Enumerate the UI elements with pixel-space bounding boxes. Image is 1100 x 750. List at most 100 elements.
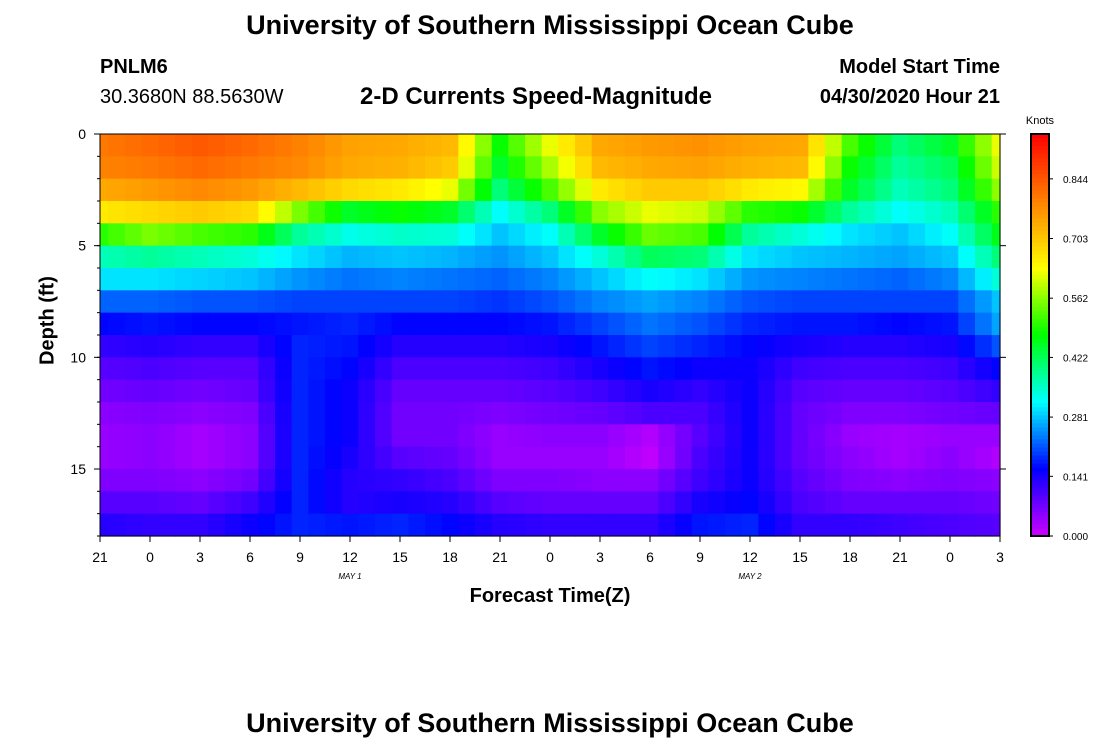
heatmap-cell xyxy=(608,268,626,291)
heatmap-cell xyxy=(841,446,859,470)
colorbar-swatch xyxy=(1031,419,1049,425)
colorbar-swatch xyxy=(1031,310,1049,316)
heatmap-cell xyxy=(375,402,393,425)
heatmap-cell xyxy=(541,402,559,425)
heatmap-cell xyxy=(925,134,943,157)
heatmap-cell xyxy=(708,245,726,269)
heatmap-cell xyxy=(458,491,476,515)
heatmap-cell xyxy=(508,379,526,403)
heatmap-cell xyxy=(175,402,193,425)
heatmap-cell xyxy=(675,357,693,381)
heatmap-cell xyxy=(608,402,626,425)
heatmap-cell xyxy=(725,268,743,291)
heatmap-cell xyxy=(208,290,226,314)
heatmap-cell xyxy=(658,446,676,470)
heatmap-cell xyxy=(208,312,226,336)
heatmap-cell xyxy=(691,268,709,291)
heatmap-cell xyxy=(558,402,576,425)
heatmap-cell xyxy=(341,290,359,314)
heatmap-cell xyxy=(408,379,426,403)
heatmap-cell xyxy=(408,178,426,202)
heatmap-cell xyxy=(141,469,159,492)
heatmap-cell xyxy=(358,201,376,224)
heatmap-cell xyxy=(225,424,243,448)
heatmap-cell xyxy=(908,335,926,358)
heatmap-cell xyxy=(125,491,143,515)
heatmap-cell xyxy=(541,424,559,448)
heatmap-cell xyxy=(475,379,493,403)
heatmap-cell xyxy=(275,156,293,180)
heatmap-cell xyxy=(241,178,259,202)
heatmap-cell xyxy=(108,357,126,381)
heatmap-cell xyxy=(641,379,659,403)
heatmap-cell xyxy=(825,290,843,314)
heatmap-cell xyxy=(175,469,193,492)
heatmap-cell xyxy=(325,357,343,381)
x-tick-label: 15 xyxy=(392,549,408,565)
heatmap-cell xyxy=(775,223,793,247)
heatmap-cell xyxy=(858,491,876,515)
heatmap-cell xyxy=(775,357,793,381)
heatmap-cell xyxy=(375,201,393,224)
heatmap-cell xyxy=(658,424,676,448)
heatmap-cell xyxy=(158,178,176,202)
heatmap-cell xyxy=(858,469,876,492)
heatmap-cell xyxy=(258,201,276,224)
heatmap-cell xyxy=(708,513,726,537)
heatmap-cell xyxy=(808,290,826,314)
heatmap-cell xyxy=(391,245,409,269)
heatmap-cell xyxy=(641,402,659,425)
heatmap-cell xyxy=(775,335,793,358)
heatmap-cell xyxy=(575,290,593,314)
colorbar-swatch xyxy=(1031,278,1049,284)
heatmap-cell xyxy=(908,379,926,403)
heatmap-cell xyxy=(308,357,326,381)
heatmap-cell xyxy=(425,134,443,157)
heatmap-cell xyxy=(408,424,426,448)
heatmap-cell xyxy=(725,335,743,358)
heatmap-cell xyxy=(241,134,259,157)
heatmap-cell xyxy=(775,156,793,180)
heatmap-cell xyxy=(558,223,576,247)
heatmap-cell xyxy=(308,156,326,180)
heatmap-cell xyxy=(991,134,1001,157)
heatmap-cell xyxy=(725,245,743,269)
heatmap-cell xyxy=(991,312,1001,336)
heatmap-cell xyxy=(925,178,943,202)
heatmap-cell xyxy=(475,201,493,224)
heatmap-cell xyxy=(558,201,576,224)
heatmap-cell xyxy=(325,402,343,425)
heatmap-cell xyxy=(358,156,376,180)
heatmap-cell xyxy=(508,491,526,515)
heatmap-cell xyxy=(241,156,259,180)
colorbar-swatch xyxy=(1031,435,1049,441)
heatmap-cell xyxy=(108,424,126,448)
heatmap-cell xyxy=(458,424,476,448)
heatmap-cell xyxy=(758,201,776,224)
heatmap-cell xyxy=(225,491,243,515)
heatmap-cell xyxy=(925,268,943,291)
heatmap-cell xyxy=(775,379,793,403)
heatmap-cell xyxy=(925,335,943,358)
heatmap-cell xyxy=(958,223,976,247)
heatmap-cell xyxy=(791,156,809,180)
heatmap-cell xyxy=(391,201,409,224)
heatmap-cell xyxy=(641,424,659,448)
heatmap-cell xyxy=(375,491,393,515)
heatmap-cell xyxy=(591,379,609,403)
heatmap-cell xyxy=(758,379,776,403)
heatmap-cell xyxy=(741,357,759,381)
heatmap-cell xyxy=(925,156,943,180)
heatmap-cell xyxy=(275,134,293,157)
heatmap-cell xyxy=(108,223,126,247)
heatmap-cell xyxy=(291,513,309,537)
heatmap-cell xyxy=(208,178,226,202)
heatmap-cell xyxy=(408,335,426,358)
heatmap-cell xyxy=(441,134,459,157)
heatmap-cell xyxy=(758,357,776,381)
colorbar-swatch xyxy=(1031,399,1049,404)
heatmap-cell xyxy=(975,402,993,425)
colorbar-swatch xyxy=(1031,439,1049,445)
heatmap-cell xyxy=(825,469,843,492)
heatmap-cell xyxy=(141,424,159,448)
